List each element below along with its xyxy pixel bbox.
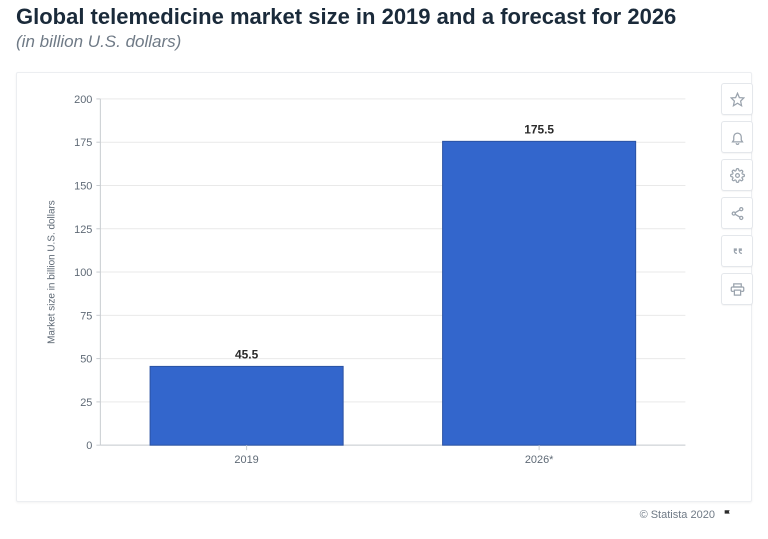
share-icon[interactable] (721, 197, 753, 229)
action-rail (721, 83, 753, 305)
star-icon[interactable] (721, 83, 753, 115)
y-tick-label: 75 (80, 310, 92, 322)
y-tick-label: 125 (74, 224, 92, 236)
quote-icon[interactable] (721, 235, 753, 267)
x-tick-label: 2019 (234, 454, 258, 466)
print-icon[interactable] (721, 273, 753, 305)
bell-icon[interactable] (721, 121, 753, 153)
y-tick-label: 200 (74, 94, 92, 106)
y-tick-label: 100 (74, 267, 92, 279)
bar (150, 366, 343, 445)
flag-icon[interactable] (722, 509, 734, 522)
y-tick-label: 50 (80, 354, 92, 366)
bar-value-label: 45.5 (235, 347, 259, 361)
header: Global telemedicine market size in 2019 … (0, 0, 768, 62)
bar-value-label: 175.5 (524, 122, 554, 136)
page-title: Global telemedicine market size in 2019 … (16, 4, 752, 30)
gear-icon[interactable] (721, 159, 753, 191)
x-tick-label: 2026* (525, 454, 554, 466)
chart-panel: 0 25 50 75 100 125 150 175 200 45.5 2019 175.5 2026*… (16, 72, 752, 502)
attribution: © Statista 2020 (640, 509, 734, 522)
y-tick-label: 175 (74, 137, 92, 149)
y-axis-label: Market size in billion U.S. dollars (47, 200, 58, 344)
bar-chart: 0 25 50 75 100 125 150 175 200 45.5 2019 175.5 2026*… (29, 85, 705, 479)
bar (443, 141, 636, 445)
y-tick-label: 150 (74, 180, 92, 192)
page-subtitle: (in billion U.S. dollars) (16, 32, 752, 52)
chart-panel-wrap: 0 25 50 75 100 125 150 175 200 45.5 2019 175.5 2026*… (16, 72, 752, 502)
y-tick-label: 0 (86, 440, 92, 452)
y-tick-label: 25 (80, 397, 92, 409)
attribution-text: © Statista 2020 (640, 509, 715, 521)
